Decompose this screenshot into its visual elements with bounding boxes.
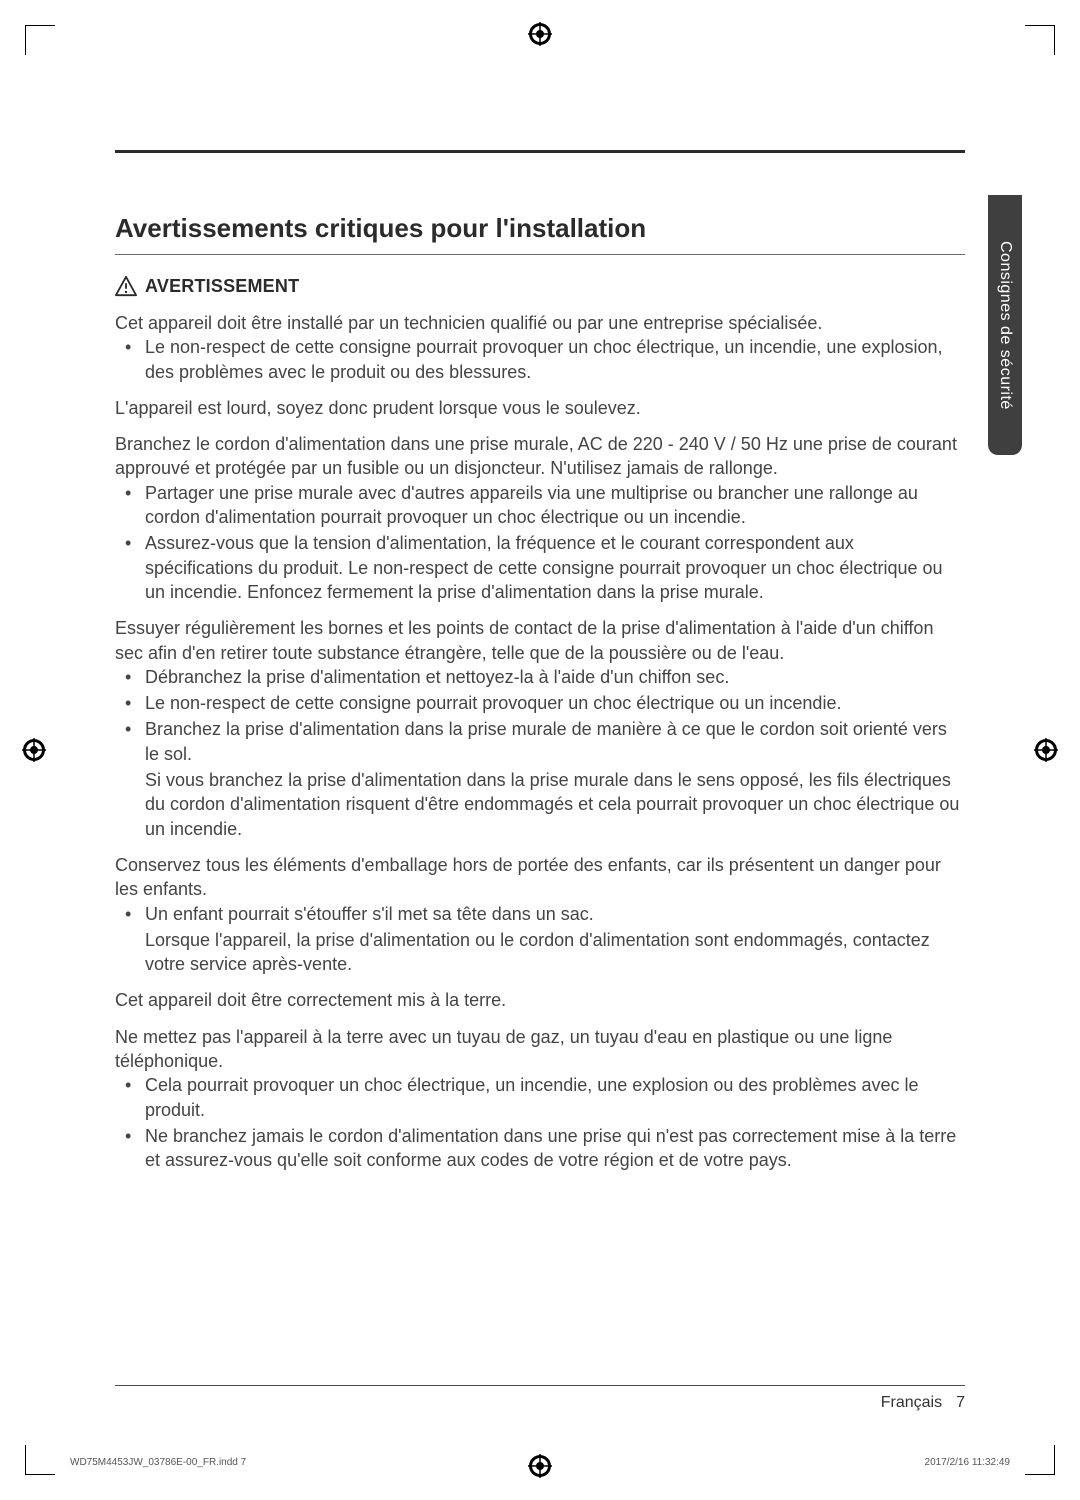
footer-page-number: 7 <box>956 1394 965 1412</box>
list-item: Débranchez la prise d'alimentation et ne… <box>115 665 965 689</box>
warning-header: AVERTISSEMENT <box>115 275 965 297</box>
list-item: Le non-respect de cette consigne pourrai… <box>115 691 965 715</box>
top-rule <box>115 150 965 153</box>
bullet-list: Un enfant pourrait s'étouffer s'il met s… <box>115 902 965 926</box>
crop-mark <box>1025 25 1055 55</box>
bullet-list: Le non-respect de cette consigne pourrai… <box>115 335 965 384</box>
list-item-continuation: Si vous branchez la prise d'alimentation… <box>115 768 965 841</box>
list-item: Un enfant pourrait s'étouffer s'il met s… <box>115 902 965 926</box>
body-text: Cet appareil doit être installé par un t… <box>115 311 965 335</box>
page-footer: Français 7 <box>115 1385 965 1412</box>
registration-mark-icon <box>22 738 46 762</box>
crop-mark <box>1025 1445 1055 1475</box>
list-item: Partager une prise murale avec d'autres … <box>115 481 965 530</box>
list-item: Branchez la prise d'alimentation dans la… <box>115 717 965 766</box>
list-item: Ne branchez jamais le cordon d'alimentat… <box>115 1124 965 1173</box>
print-file-name: WD75M4453JW_03786E-00_FR.indd 7 <box>70 1457 246 1468</box>
body-text: Ne mettez pas l'appareil à la terre avec… <box>115 1025 965 1074</box>
print-timestamp: 2017/2/16 11:32:49 <box>925 1457 1010 1468</box>
footer-language: Français <box>881 1394 942 1412</box>
warning-icon <box>115 275 137 297</box>
body-text: Branchez le cordon d'alimentation dans u… <box>115 432 965 481</box>
crop-mark <box>25 1445 55 1475</box>
section-heading: Avertissements critiques pour l'installa… <box>115 213 965 244</box>
body-text: Cet appareil doit être correctement mis … <box>115 988 965 1012</box>
registration-mark-icon <box>1034 738 1058 762</box>
heading-underline <box>115 254 965 255</box>
section-tab: Consignes de sécurité <box>988 195 1022 455</box>
list-item: Cela pourrait provoquer un choc électriq… <box>115 1073 965 1122</box>
body-text: L'appareil est lourd, soyez donc prudent… <box>115 396 965 420</box>
body-text: Conservez tous les éléments d'emballage … <box>115 853 965 902</box>
warning-label: AVERTISSEMENT <box>145 276 299 297</box>
list-item: Le non-respect de cette consigne pourrai… <box>115 335 965 384</box>
page-content: Avertissements critiques pour l'installa… <box>115 150 965 1420</box>
bullet-list: Cela pourrait provoquer un choc électriq… <box>115 1073 965 1172</box>
bullet-list: Partager une prise murale avec d'autres … <box>115 481 965 604</box>
print-meta: WD75M4453JW_03786E-00_FR.indd 7 2017/2/1… <box>70 1457 1010 1468</box>
list-item: Assurez-vous que la tension d'alimentati… <box>115 531 965 604</box>
list-item-continuation: Lorsque l'appareil, la prise d'alimentat… <box>115 928 965 977</box>
crop-mark <box>25 25 55 55</box>
registration-mark-icon <box>528 22 552 46</box>
section-tab-label: Consignes de sécurité <box>996 241 1014 410</box>
bullet-list: Débranchez la prise d'alimentation et ne… <box>115 665 965 766</box>
body-text: Essuyer régulièrement les bornes et les … <box>115 616 965 665</box>
